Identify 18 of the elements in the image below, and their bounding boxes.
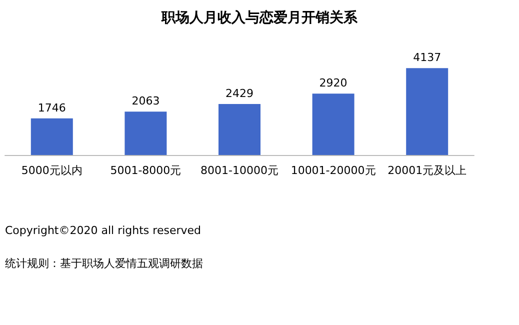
data-label: 4137 xyxy=(413,51,442,64)
data-label: 2920 xyxy=(319,76,348,90)
x-tick-label: 8001-10000元 xyxy=(200,164,278,177)
bar xyxy=(312,94,354,155)
bar xyxy=(124,112,167,155)
bar xyxy=(406,68,448,155)
bar xyxy=(30,118,73,155)
data-label: 2429 xyxy=(226,86,254,100)
bar xyxy=(218,104,260,155)
x-tick-label: 20001元及以上 xyxy=(388,164,467,177)
data-label: 2063 xyxy=(132,94,160,108)
data-label: 1746 xyxy=(38,101,66,114)
text: 统计规则：基于职场人爱情五观调研数据 xyxy=(5,257,203,270)
chart-title: 职场人月收入与恋爱月开销关系 xyxy=(160,9,358,26)
x-tick-label: 5001-8000元 xyxy=(110,164,182,177)
text: Copyright©2020 all rights reserved xyxy=(5,224,201,237)
x-tick-label: 10001-20000元 xyxy=(290,164,376,177)
x-tick-label: 5000元以内 xyxy=(21,164,82,177)
